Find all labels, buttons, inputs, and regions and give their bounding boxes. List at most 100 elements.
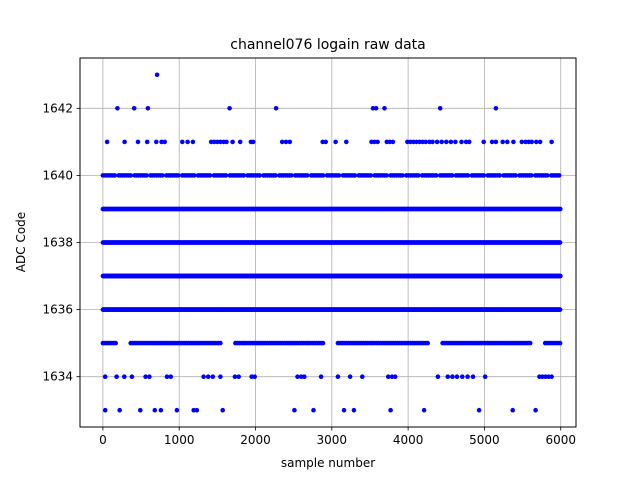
data-point [437,106,443,111]
data-point [556,173,562,178]
data-point [470,374,476,380]
data-point [162,139,167,145]
data-point [481,173,487,178]
data-point [320,173,326,178]
data-point [102,407,108,413]
data-point [444,139,449,145]
data-point [220,407,225,413]
data-point [205,374,211,380]
x-tick-label: 2000 [240,433,271,447]
data-point [453,139,458,145]
data-point [273,106,279,111]
data-points [100,72,563,413]
data-point [384,173,389,178]
data-point [445,374,451,380]
x-axis-label: sample number [281,456,375,470]
data-point [505,139,510,145]
data-point [333,139,338,145]
data-point [144,173,149,178]
data-point [218,374,223,380]
data-point [382,106,387,111]
y-axis-label: ADC Code [14,212,28,272]
data-point [102,374,108,380]
data-point [320,340,326,346]
data-point [416,173,421,178]
data-point [218,340,223,346]
data-point [430,139,435,145]
data-point [557,340,563,346]
data-point [460,374,465,380]
data-point [104,139,110,145]
y-tick-label: 1636 [42,303,73,317]
data-point [304,173,310,178]
data-point [318,374,324,380]
data-point [323,139,329,145]
data-point [476,407,482,413]
data-point [392,374,398,380]
data-point [135,139,141,145]
data-point [210,374,216,380]
data-point [227,106,232,111]
data-point [549,374,554,380]
y-tick-label: 1638 [42,236,73,250]
data-point [160,173,165,178]
data-point [390,139,396,145]
data-point [344,139,349,145]
y-tick-label: 1634 [42,370,73,384]
data-point [311,407,316,413]
y-tick-label: 1642 [42,101,73,115]
data-point [558,206,563,212]
data-point [434,139,440,145]
data-point [527,340,533,346]
data-point [131,106,137,111]
data-point [510,407,515,413]
data-point [450,374,455,380]
data-point [190,139,196,145]
data-point [115,106,120,111]
data-point [533,407,538,413]
data-point [497,173,503,178]
data-point [144,139,150,145]
data-point [138,407,143,413]
data-point [545,173,550,178]
data-point [558,273,563,279]
data-point [493,139,499,145]
y-tick-label: 1640 [42,168,73,182]
data-point [224,139,229,145]
data-point [388,407,393,413]
data-point [500,139,506,145]
data-point [292,407,297,413]
data-point [185,139,190,145]
data-point [360,374,365,380]
data-point [257,173,262,178]
data-point [448,139,454,145]
data-point [168,374,174,380]
x-tick-label: 6000 [545,433,576,447]
data-point [465,374,470,380]
data-point [117,407,122,413]
data-point [465,173,471,178]
data-point [176,173,181,178]
data-point [481,139,487,145]
data-point [557,307,563,312]
data-point [201,374,206,380]
x-tick-label: 0 [99,433,107,447]
x-tick-label: 5000 [469,433,500,447]
data-point [158,407,164,413]
data-point [236,374,241,380]
data-point [152,407,158,413]
data-point [122,139,127,145]
data-point [287,139,293,145]
chart-title: channel076 logain raw data [230,37,425,53]
data-point [180,139,185,145]
data-point [154,139,159,145]
data-point [129,374,135,380]
data-point [237,139,243,145]
data-point [250,139,256,145]
data-point [347,374,353,380]
data-point [482,374,488,380]
data-point [557,240,563,245]
data-point [435,374,441,380]
